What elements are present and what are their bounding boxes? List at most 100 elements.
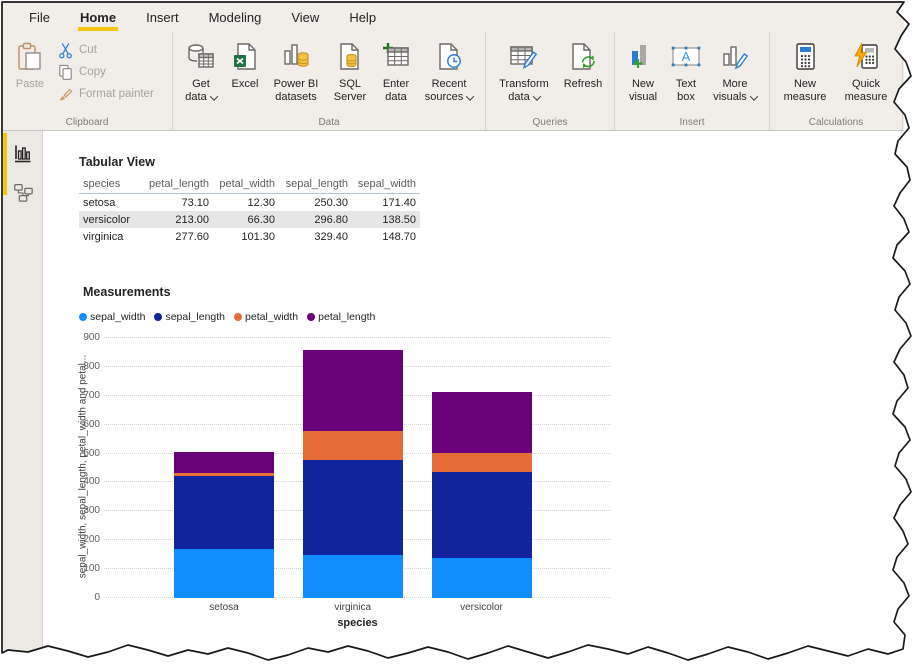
transform-data-icon xyxy=(508,36,540,78)
gridline xyxy=(104,337,611,338)
more-visuals-button[interactable]: More visuals xyxy=(706,35,764,104)
new-measure-label: New xyxy=(794,78,816,91)
menu-bar: File Home Insert Modeling View Help xyxy=(2,2,391,32)
cut-icon xyxy=(57,41,74,59)
powerbi-window: File Home Insert Modeling View Help xyxy=(0,0,922,671)
menu-modeling[interactable]: Modeling xyxy=(194,2,277,32)
copy-label: Copy xyxy=(79,66,106,78)
new-visual-button[interactable]: New visual xyxy=(620,35,666,104)
bar-segment-sepal_width-setosa[interactable] xyxy=(174,549,274,599)
chart-title: Measurements xyxy=(83,285,171,299)
format-painter-button[interactable]: Format painter xyxy=(57,83,154,105)
bar-segment-petal_length-virginica[interactable] xyxy=(303,350,403,430)
group-label-calculations: Calculations xyxy=(770,117,902,128)
ribbon-group-data: Get data Excel xyxy=(173,32,486,130)
chevron-down-icon xyxy=(750,92,758,100)
app-header: File Home Insert Modeling View Help xyxy=(2,2,904,131)
y-tick-label: 900 xyxy=(83,332,100,344)
menu-insert[interactable]: Insert xyxy=(131,2,194,32)
new-visual-icon xyxy=(627,36,659,78)
table-row[interactable]: virginica 277.60 101.30 329.40 148.70 xyxy=(79,228,420,245)
quick-measure-button[interactable]: Quick measure xyxy=(835,35,897,104)
recent-sources-button[interactable]: Recent sources xyxy=(418,35,480,104)
tabular-view-table[interactable]: species petal_length petal_width sepal_l… xyxy=(79,175,420,245)
ribbon-group-share: Publish Share xyxy=(903,32,922,130)
bar-segment-petal_width-versicolor[interactable] xyxy=(432,453,532,472)
enter-data-label: Enter xyxy=(383,78,409,91)
report-canvas[interactable]: Tabular View species petal_length petal_… xyxy=(43,131,903,655)
legend-item-petal-length[interactable]: petal_length xyxy=(307,311,375,323)
bar-segment-sepal_width-versicolor[interactable] xyxy=(432,558,532,598)
svg-text:A: A xyxy=(682,49,691,64)
x-tick-label: versicolor xyxy=(417,602,547,613)
menu-view[interactable]: View xyxy=(276,2,334,32)
group-label-share: Share xyxy=(903,117,922,128)
bar-segment-sepal_length-versicolor[interactable] xyxy=(432,472,532,558)
transform-data-label: Transform xyxy=(499,78,549,91)
text-box-button[interactable]: A Text box xyxy=(666,35,706,104)
y-tick-label: 200 xyxy=(83,534,100,546)
bar-segment-petal_length-versicolor[interactable] xyxy=(432,392,532,454)
x-axis-title: species xyxy=(104,617,611,629)
column-header-species[interactable]: species xyxy=(79,175,145,194)
sql-server-icon xyxy=(335,36,365,78)
stacked-bar-plot[interactable] xyxy=(104,338,611,598)
sql-server-button[interactable]: SQL Server xyxy=(326,35,374,104)
menu-file[interactable]: File xyxy=(14,2,65,32)
sql-server-label: SQL xyxy=(339,78,361,91)
model-view-icon[interactable] xyxy=(12,181,34,203)
bar-segment-petal_width-setosa[interactable] xyxy=(174,473,274,477)
y-tick-label: 700 xyxy=(83,390,100,402)
menu-home[interactable]: Home xyxy=(65,2,131,32)
bar-segment-sepal_length-setosa[interactable] xyxy=(174,476,274,548)
table-header-row: species petal_length petal_width sepal_l… xyxy=(79,175,420,194)
get-data-button[interactable]: Get data xyxy=(178,35,224,104)
text-box-label: Text xyxy=(676,78,696,91)
cut-button[interactable]: Cut xyxy=(57,39,154,61)
ribbon: Paste Cut xyxy=(2,32,922,130)
cut-label: Cut xyxy=(79,44,97,56)
chart-legend: sepal_width sepal_length petal_width pet… xyxy=(79,311,384,323)
quick-measure-icon xyxy=(851,36,881,78)
column-header-sepal-width[interactable]: sepal_width xyxy=(352,175,420,194)
excel-icon xyxy=(230,36,260,78)
chevron-down-icon xyxy=(209,92,217,100)
bar-segment-petal_width-virginica[interactable] xyxy=(303,431,403,460)
table-row[interactable]: versicolor 213.00 66.30 296.80 138.50 xyxy=(79,211,420,228)
powerbi-datasets-icon xyxy=(280,36,312,78)
paste-label: Paste xyxy=(16,78,44,91)
column-header-petal-length[interactable]: petal_length xyxy=(145,175,213,194)
paste-button[interactable]: Paste xyxy=(7,35,53,91)
bar-segment-sepal_width-virginica[interactable] xyxy=(303,555,403,598)
legend-item-sepal-width[interactable]: sepal_width xyxy=(79,311,145,323)
legend-item-petal-width[interactable]: petal_width xyxy=(234,311,298,323)
y-tick-label: 100 xyxy=(83,563,100,575)
report-view-icon[interactable] xyxy=(12,142,34,164)
powerbi-datasets-button[interactable]: Power BI datasets xyxy=(266,35,326,104)
group-label-clipboard: Clipboard xyxy=(2,117,172,128)
column-header-petal-width[interactable]: petal_width xyxy=(213,175,279,194)
new-measure-button[interactable]: New measure xyxy=(775,35,835,104)
copy-button[interactable]: Copy xyxy=(57,61,154,83)
column-header-sepal-length[interactable]: sepal_length xyxy=(279,175,352,194)
legend-dot xyxy=(307,313,315,321)
get-data-icon xyxy=(185,36,217,78)
ribbon-group-clipboard: Paste Cut xyxy=(2,32,173,130)
refresh-button[interactable]: Refresh xyxy=(557,35,609,91)
table-row[interactable]: setosa 73.10 12.30 250.30 171.40 xyxy=(79,194,420,212)
paste-icon xyxy=(15,36,45,78)
ribbon-group-insert: New visual A xyxy=(615,32,770,130)
chevron-down-icon xyxy=(532,92,540,100)
group-label-data: Data xyxy=(173,117,485,128)
group-label-insert: Insert xyxy=(615,117,769,128)
publish-button[interactable]: Publish xyxy=(913,35,922,91)
text-box-icon: A xyxy=(669,36,703,78)
y-tick-label: 500 xyxy=(83,448,100,460)
menu-help[interactable]: Help xyxy=(334,2,391,32)
bar-segment-sepal_length-virginica[interactable] xyxy=(303,460,403,555)
enter-data-button[interactable]: Enter data xyxy=(374,35,418,104)
bar-segment-petal_length-setosa[interactable] xyxy=(174,452,274,473)
legend-item-sepal-length[interactable]: sepal_length xyxy=(154,311,225,323)
transform-data-button[interactable]: Transform data xyxy=(491,35,557,104)
excel-button[interactable]: Excel xyxy=(224,35,266,91)
